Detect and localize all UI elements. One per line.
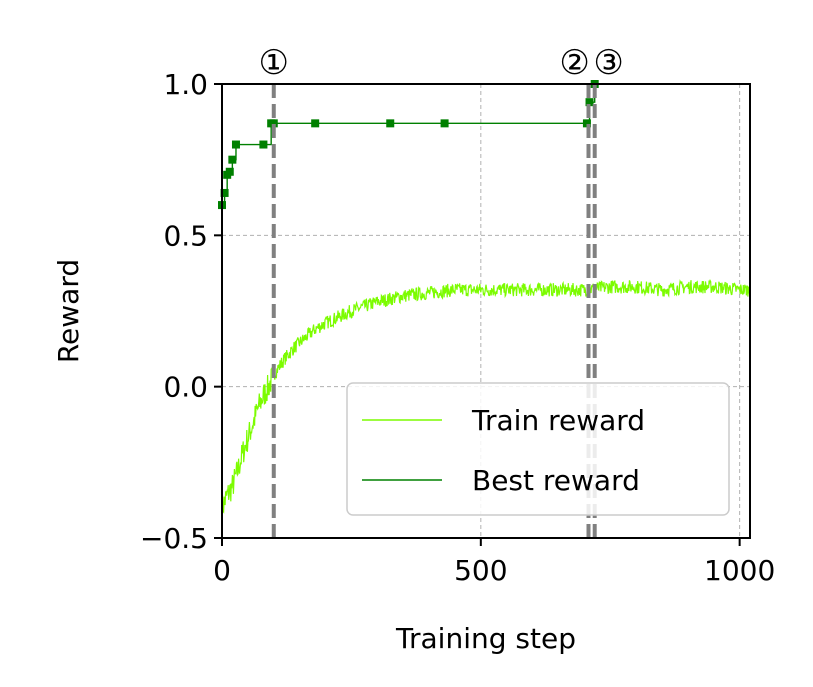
best-reward-point xyxy=(582,119,591,128)
best-reward-point xyxy=(259,140,268,149)
vline-label: ① xyxy=(259,43,289,83)
best-reward-point xyxy=(440,119,449,128)
vline-label: ③ xyxy=(593,43,623,83)
train-reward-line xyxy=(221,279,751,522)
plot-frame xyxy=(221,83,751,539)
x-axis-label: Training step xyxy=(395,622,576,655)
legend-box xyxy=(346,382,730,516)
legend-entry: Train reward xyxy=(471,404,645,437)
best-reward-point xyxy=(269,119,278,128)
legend: Train reward Best reward xyxy=(346,382,730,516)
best-reward-point xyxy=(220,188,229,197)
best-reward-point xyxy=(311,119,320,128)
train-reward-series xyxy=(221,279,751,522)
x-tick-label: 1000 xyxy=(704,554,775,587)
y-tick-label: 1.0 xyxy=(163,68,208,101)
best-reward-line xyxy=(222,84,596,206)
legend-entry: Best reward xyxy=(472,464,640,497)
vline-label: ② xyxy=(559,43,589,83)
y-tick-label: 0.5 xyxy=(163,219,208,252)
best-reward-point xyxy=(386,119,395,128)
y-tick-label: 0.0 xyxy=(163,371,208,404)
best-reward-point xyxy=(228,155,237,164)
axes: 0 500 1000 −0.5 0.0 0.5 1.0 xyxy=(140,68,775,587)
x-tick-label: 500 xyxy=(454,554,507,587)
y-tick-label: −0.5 xyxy=(140,522,208,555)
x-tick-label: 0 xyxy=(213,554,231,587)
best-reward-point xyxy=(585,98,594,107)
best-reward-point xyxy=(231,140,240,149)
best-reward-point xyxy=(225,167,234,176)
y-axis-label: Reward xyxy=(52,259,85,363)
